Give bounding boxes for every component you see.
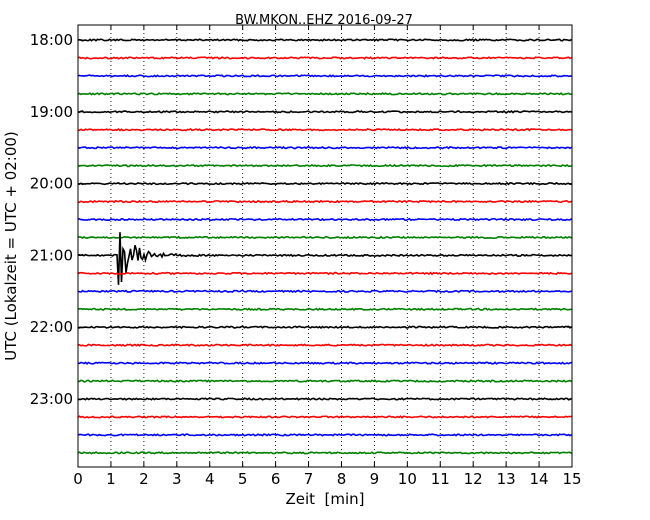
trace-2245 [77,379,572,383]
trace-2215 [77,343,572,347]
x-tick-label: 15 [562,470,581,488]
grid-lines [110,25,540,467]
x-tick-label: 12 [464,470,483,488]
trace-2315 [77,415,572,419]
x-tick-label: 9 [370,470,380,488]
y-tick-label: 18:00 [30,31,73,49]
x-tick-label: 0 [73,470,83,488]
trace-1915 [77,127,572,132]
x-tick-label: 3 [172,470,182,488]
x-axis-label: Zeit [min] [285,490,364,508]
trace-1800 [77,38,572,42]
x-tick-label: 8 [337,470,347,488]
x-tick-label: 6 [271,470,281,488]
trace-1900 [77,110,572,114]
trace-2230 [77,361,572,365]
x-tick-label: 2 [139,470,149,488]
trace-2200 [77,325,573,329]
plot-frame [77,24,573,468]
y-tick-label: 21:00 [30,246,73,264]
trace-2100 [77,232,572,285]
trace-2345 [77,451,573,455]
y-tick-label: 19:00 [30,103,73,121]
trace-2000 [77,181,572,186]
y-tick-label: 22:00 [30,318,73,336]
trace-2115 [77,271,572,276]
x-tick-label: 13 [497,470,516,488]
trace-2300 [77,397,572,401]
y-axis-label: UTC (Lokalzeit = UTC + 02:00) [2,131,20,361]
y-tick-label: 20:00 [30,175,73,193]
trace-2330 [77,433,572,437]
trace-1815 [77,56,572,60]
x-tick-label: 14 [530,470,549,488]
x-tick-label: 7 [304,470,314,488]
trace-2145 [77,307,572,312]
trace-2130 [77,289,572,294]
trace-1845 [77,92,572,96]
x-tick-label: 1 [106,470,116,488]
trace-1945 [77,163,572,168]
trace-lines [77,38,573,455]
x-tick-label: 4 [205,470,215,488]
trace-1930 [77,145,572,150]
trace-2030 [77,217,572,222]
chart-title: BW.MKON..EHZ 2016-09-27 [235,13,413,28]
trace-2015 [77,199,572,204]
trace-2045 [77,235,572,240]
y-tick-label: 23:00 [30,390,73,408]
trace-1830 [77,74,572,78]
x-tick-label: 11 [431,470,450,488]
x-tick-label: 5 [238,470,248,488]
x-tick-label: 10 [398,470,417,488]
